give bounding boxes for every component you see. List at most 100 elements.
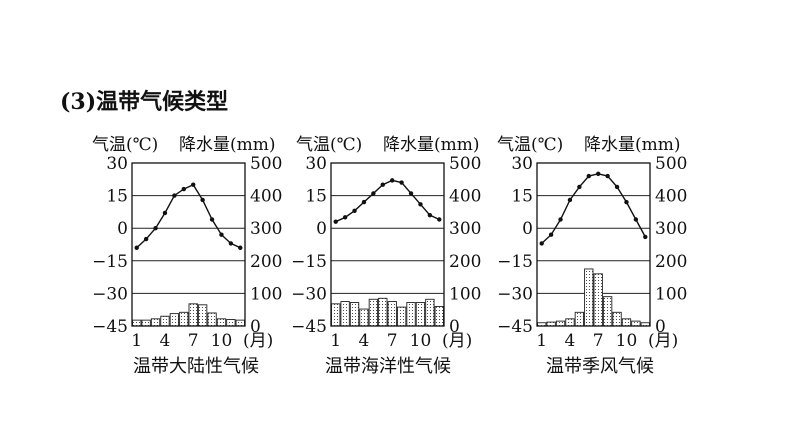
temperature-point xyxy=(390,178,395,183)
temperature-tick-label: 30 xyxy=(305,154,327,174)
temperature-point xyxy=(558,217,563,222)
temperature-line xyxy=(136,183,241,249)
month-tick-label: 4 xyxy=(565,331,576,351)
precipitation-tick-label: 200 xyxy=(655,252,687,272)
temperature-tick-label: −30 xyxy=(291,284,327,304)
temperature-tick-label: −45 xyxy=(497,317,533,337)
temperature-point xyxy=(333,219,338,224)
temperature-tick-label: −15 xyxy=(497,252,533,272)
precipitation-axis-label: 降水量(mm) xyxy=(179,135,276,155)
temperature-point xyxy=(605,173,610,179)
section-heading: (3)温带气候类型 xyxy=(60,89,229,115)
temperature-point xyxy=(380,182,385,187)
temperature-tick-label: −45 xyxy=(92,317,128,337)
precipitation-axis-label: 降水量(mm) xyxy=(383,135,480,155)
temperature-point xyxy=(219,232,224,237)
temperature-tick-label: −15 xyxy=(92,252,128,272)
temperature-tick-label: −30 xyxy=(497,284,533,304)
temperature-tick-label: 15 xyxy=(305,187,327,207)
precipitation-bar xyxy=(621,318,632,327)
temperature-point xyxy=(408,191,414,196)
precipitation-tick-label: 400 xyxy=(655,187,687,207)
precipitation-tick-label: 300 xyxy=(250,219,282,239)
precipitation-tick-label: 300 xyxy=(449,219,481,239)
temperature-point xyxy=(548,232,554,237)
precipitation-bar xyxy=(602,296,613,327)
precipitation-tick-label: 100 xyxy=(655,284,687,304)
month-tick-label: 7 xyxy=(593,331,604,351)
month-tick-label: 10 xyxy=(410,331,432,351)
precipitation-bar xyxy=(207,312,217,327)
month-tick-label: 1 xyxy=(536,331,547,351)
precipitation-bar xyxy=(150,318,161,327)
temperature-line xyxy=(335,179,440,223)
temperature-axis-label: 气温(℃) xyxy=(92,135,158,155)
temperature-tick-label: 0 xyxy=(316,219,327,239)
month-tick-label: 10 xyxy=(616,331,638,351)
precipitation-bar xyxy=(331,303,341,327)
temperature-tick-label: −15 xyxy=(291,252,327,272)
precipitation-tick-label: 400 xyxy=(449,187,481,207)
temperature-point xyxy=(633,217,639,222)
chart-1: 气温(℃) 降水量(mm)30150−15−30−4550040030020010… xyxy=(92,135,282,377)
precipitation-bar xyxy=(188,303,198,327)
temperature-point xyxy=(614,184,620,190)
chart-3: 气温(℃) 降水量(mm)30150−15−30−4550040030020010… xyxy=(497,135,687,377)
temperature-tick-label: 15 xyxy=(106,187,128,207)
plot-frame xyxy=(536,162,651,327)
month-unit-label: (月) xyxy=(442,331,472,351)
temperature-axis-label: 气温(℃) xyxy=(296,135,362,155)
temperature-point xyxy=(153,226,158,231)
precipitation-bar xyxy=(349,302,360,327)
precipitation-bar xyxy=(368,298,379,327)
precipitation-tick-label: 500 xyxy=(250,154,282,174)
temperature-tick-label: 30 xyxy=(511,154,533,174)
precipitation-tick-label: 300 xyxy=(655,219,687,239)
precipitation-bar xyxy=(387,301,397,327)
precipitation-bar xyxy=(340,301,350,327)
temperature-tick-label: 30 xyxy=(106,154,128,174)
precipitation-axis-label: 降水量(mm) xyxy=(584,135,681,155)
precipitation-bar xyxy=(631,320,641,327)
precipitation-tick-label: 100 xyxy=(449,284,481,304)
month-tick-label: 7 xyxy=(188,331,199,351)
precipitation-bar xyxy=(612,311,622,327)
precipitation-tick-label: 0 xyxy=(655,317,666,337)
precipitation-tick-label: 0 xyxy=(449,317,460,337)
temperature-point xyxy=(134,245,139,250)
temperature-point xyxy=(539,241,544,246)
precipitation-bar xyxy=(574,311,585,327)
temperature-point xyxy=(352,208,357,214)
precipitation-bar xyxy=(425,298,435,327)
precipitation-bar xyxy=(169,313,180,327)
temperature-line xyxy=(541,173,646,244)
temperature-point xyxy=(596,171,601,177)
precipitation-tick-label: 200 xyxy=(449,252,481,272)
temperature-point xyxy=(228,241,234,246)
temperature-point xyxy=(143,236,149,242)
precipitation-bar xyxy=(378,297,388,327)
precipitation-bar xyxy=(197,304,208,327)
chart-title: 温带海洋性气候 xyxy=(325,356,451,377)
month-unit-label: (月) xyxy=(243,331,273,351)
precipitation-bar xyxy=(415,302,426,327)
temperature-tick-label: −30 xyxy=(92,284,128,304)
month-tick-label: 4 xyxy=(160,331,171,351)
precipitation-bar xyxy=(179,311,189,327)
temperature-point xyxy=(371,191,376,196)
chart-title: 温带季风气候 xyxy=(546,356,654,377)
precipitation-bar xyxy=(406,302,416,327)
month-tick-label: 4 xyxy=(359,331,370,351)
precipitation-bar xyxy=(584,268,594,327)
precipitation-bar xyxy=(132,319,142,327)
temperature-point xyxy=(191,182,196,187)
temperature-point xyxy=(172,193,177,198)
temperature-point xyxy=(162,210,168,216)
temperature-point xyxy=(567,197,573,203)
precipitation-bar xyxy=(141,319,151,327)
temperature-tick-label: 0 xyxy=(522,219,533,239)
precipitation-bar xyxy=(565,318,575,327)
temperature-axis-label: 气温(℃) xyxy=(497,135,563,155)
precipitation-tick-label: 100 xyxy=(250,284,282,304)
precipitation-bar xyxy=(555,320,566,327)
